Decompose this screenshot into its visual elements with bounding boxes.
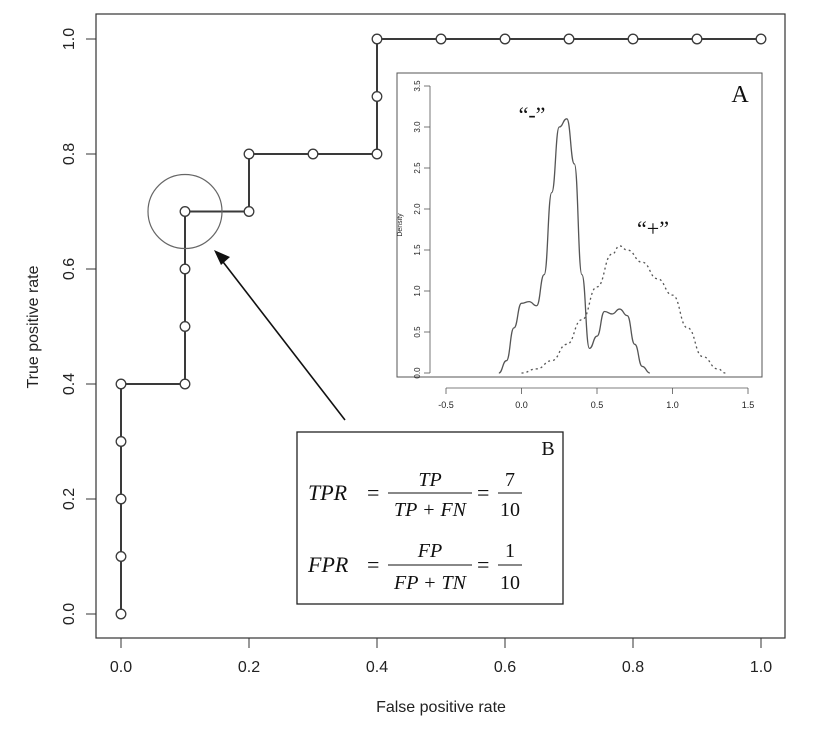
inset-density-curves — [498, 118, 726, 374]
highlight-circle — [147, 173, 223, 250]
main-x-tick-label: 0.6 — [494, 659, 516, 676]
roc-point — [115, 493, 127, 505]
roc-point — [179, 378, 191, 390]
formula-box-label: B — [541, 438, 554, 460]
positive-density-curve — [521, 245, 726, 374]
main-x-tick-label: 0.8 — [622, 659, 644, 676]
roc-point — [691, 33, 703, 45]
main-x-axis: 0.0 0.2 0.4 0.6 0.8 1.0 — [110, 637, 772, 676]
formula-box-frame — [296, 431, 564, 605]
main-y-tick-label: 0.0 — [61, 603, 78, 625]
main-x-tick-label: 1.0 — [750, 659, 772, 676]
roc-point — [371, 33, 383, 45]
fpr-value-denominator: 10 — [500, 572, 520, 594]
negative-density-curve — [498, 118, 650, 374]
roc-point — [627, 33, 639, 45]
roc-point — [371, 148, 383, 160]
inset-x-tick-label: 0.5 — [591, 400, 604, 410]
roc-point — [435, 33, 447, 45]
inset-plot-frame — [396, 72, 763, 378]
roc-point — [179, 321, 191, 332]
inset-y-axis: 0.0 0.5 1.0 1.5 2.0 2.5 3.0 3.5 — [413, 80, 431, 379]
main-y-tick-label: 0.4 — [61, 373, 78, 395]
inset-y-tick-label: 0.0 — [413, 367, 422, 379]
roc-curve — [115, 33, 767, 620]
roc-point — [755, 33, 767, 45]
inset-x-tick-label: 0.0 — [515, 400, 528, 410]
negative-series-label: “-” — [519, 102, 546, 127]
tpr-value-numerator: 7 — [505, 469, 515, 491]
roc-point — [243, 148, 255, 160]
inset-x-tick-label: -0.5 — [438, 400, 454, 410]
roc-point — [243, 206, 255, 217]
roc-point — [371, 91, 383, 102]
inset-y-axis-label: Density — [397, 213, 404, 237]
main-x-axis-label: False positive rate — [376, 699, 506, 716]
tpr-equals-2: = — [477, 480, 489, 505]
fpr-numerator: FP — [417, 540, 442, 562]
main-x-tick-label: 0.4 — [366, 659, 388, 676]
fpr-equals-1: = — [367, 552, 379, 577]
inset-y-tick-label: 3.5 — [413, 80, 422, 92]
main-y-tick-label: 0.8 — [61, 143, 78, 165]
fpr-denominator: FP + TN — [393, 572, 468, 594]
tpr-value-denominator: 10 — [500, 499, 520, 521]
main-x-tick-label: 0.0 — [110, 659, 132, 676]
tpr-equals-1: = — [367, 480, 379, 505]
main-y-tick-label: 0.6 — [61, 258, 78, 280]
roc-point — [499, 33, 511, 45]
roc-point — [179, 206, 191, 217]
inset-x-tick-label: 1.5 — [742, 400, 755, 410]
main-y-tick-label: 0.2 — [61, 488, 78, 510]
roc-point — [179, 263, 191, 275]
inset-density-panel: A Density -0.5 0.0 0.5 1.0 1.5 0.0 0.5 1.0 1.5 2… — [396, 72, 763, 410]
roc-point — [563, 33, 575, 45]
formula-box: B TPR = TP TP + FN = 7 10 FPR = FP FP + … — [296, 431, 564, 605]
inset-x-tick-label: 1.0 — [666, 400, 679, 410]
inset-y-tick-label: 1.5 — [413, 244, 422, 256]
roc-point — [307, 148, 319, 160]
main-y-axis: 0.0 0.2 0.4 0.6 0.8 1.0 — [61, 28, 97, 625]
inset-y-tick-label: 3.0 — [413, 121, 422, 133]
inset-panel-label: A — [731, 82, 749, 108]
inset-y-tick-label: 2.0 — [413, 203, 422, 215]
roc-point — [115, 608, 127, 620]
tpr-denominator: TP + FN — [394, 499, 468, 521]
inset-y-tick-label: 1.0 — [413, 285, 422, 297]
main-y-tick-label: 1.0 — [61, 28, 78, 50]
tpr-numerator: TP — [418, 469, 441, 491]
roc-point — [115, 551, 127, 562]
tpr-lhs: TPR — [308, 480, 348, 505]
fpr-lhs: FPR — [307, 552, 349, 577]
pointer-arrow — [219, 257, 346, 421]
fpr-equals-2: = — [477, 552, 489, 577]
arrowhead-icon — [214, 250, 230, 265]
inset-y-tick-label: 2.5 — [413, 162, 422, 174]
main-x-tick-label: 0.2 — [238, 659, 260, 676]
roc-point — [115, 378, 127, 390]
roc-point — [115, 436, 127, 447]
fpr-value-numerator: 1 — [505, 540, 515, 562]
inset-x-axis: -0.5 0.0 0.5 1.0 1.5 — [438, 387, 755, 410]
main-y-axis-label: True positive rate — [25, 265, 42, 388]
positive-series-label: “+” — [637, 216, 669, 241]
inset-y-tick-label: 0.5 — [413, 326, 422, 338]
